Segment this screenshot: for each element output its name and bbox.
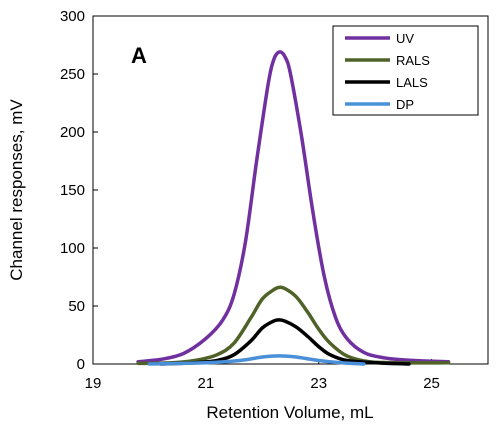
y-axis: 0 50 100 150 200 250 300 bbox=[60, 8, 98, 373]
series-line-lals bbox=[158, 318, 411, 366]
series-line-rals bbox=[136, 285, 451, 366]
legend: UV RALS LALS DP bbox=[332, 25, 479, 116]
legend-box bbox=[332, 25, 479, 116]
y-tick-label: 300 bbox=[60, 8, 85, 25]
x-axis-title: Retention Volume, mL bbox=[206, 403, 373, 422]
legend-label-dp: DP bbox=[396, 97, 414, 112]
y-tick-label: 200 bbox=[60, 124, 85, 141]
x-tick-label: 25 bbox=[423, 375, 440, 392]
legend-label-lals: LALS bbox=[396, 75, 428, 90]
panel-letter: A bbox=[131, 43, 147, 68]
series-line-uv bbox=[136, 50, 451, 364]
series-lines bbox=[136, 50, 451, 366]
series-line-dp bbox=[147, 354, 366, 366]
y-tick-label: 0 bbox=[77, 356, 85, 373]
y-axis-title: Channel responses, mV bbox=[7, 99, 26, 281]
y-tick-label: 250 bbox=[60, 66, 85, 83]
x-tick-label: 23 bbox=[310, 375, 327, 392]
y-tick-label: 150 bbox=[60, 182, 85, 199]
x-tick-label: 21 bbox=[198, 375, 215, 392]
y-tick-label: 100 bbox=[60, 240, 85, 257]
legend-label-uv: UV bbox=[396, 31, 414, 46]
legend-label-rals: RALS bbox=[396, 53, 430, 68]
x-axis: 19 21 23 25 bbox=[85, 359, 440, 392]
x-tick-label: 19 bbox=[85, 375, 102, 392]
y-tick-label: 50 bbox=[68, 298, 85, 315]
